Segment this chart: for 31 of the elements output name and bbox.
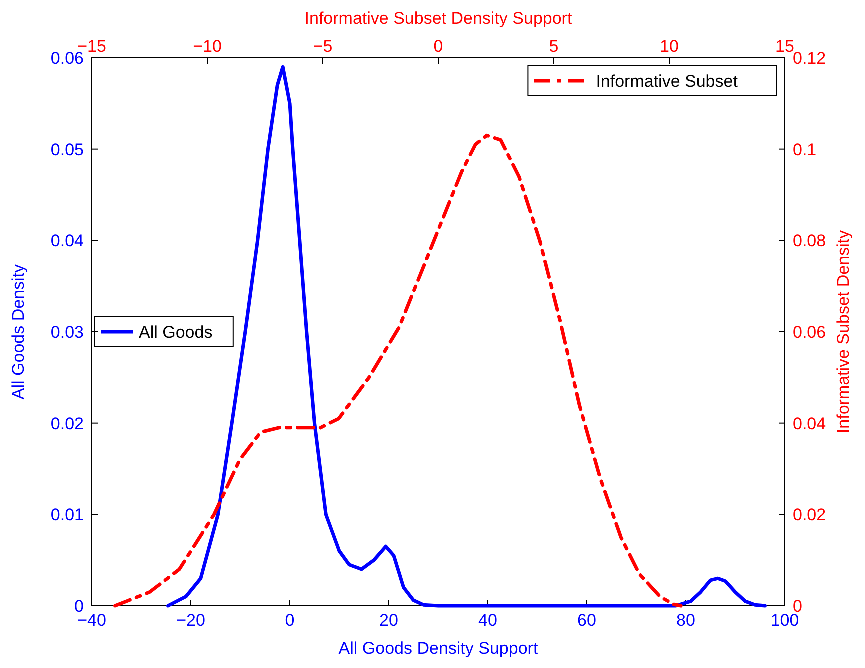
y2-axis-title: Informative Subset Density bbox=[834, 230, 853, 434]
line-series bbox=[114, 134, 683, 608]
legend-label: All Goods bbox=[139, 323, 213, 342]
x2-tick-label: 15 bbox=[776, 37, 794, 56]
x-tick-label: 0 bbox=[285, 611, 295, 630]
y2-tick-label: 0.04 bbox=[793, 414, 826, 434]
y2-tick-label: 0.06 bbox=[793, 323, 826, 342]
x-tick-label: −20 bbox=[176, 611, 206, 630]
x2-tick-label: 10 bbox=[660, 37, 679, 56]
x2-tick-label: 5 bbox=[549, 37, 559, 56]
y2-tick-label: 0.02 bbox=[793, 506, 826, 525]
legend-label: Informative Subset bbox=[596, 72, 738, 91]
y-axis-title: All Goods Density bbox=[9, 264, 28, 400]
y-tick-label: 0.04 bbox=[50, 232, 84, 251]
y-tick-label: 0.03 bbox=[50, 323, 84, 342]
x-axis-title: All Goods Density Support bbox=[338, 639, 538, 658]
x-tick-label: 60 bbox=[578, 611, 596, 630]
y2-tick-label: 0.1 bbox=[793, 140, 817, 160]
x2-tick-label: −10 bbox=[193, 37, 222, 56]
x2-axis-title: Informative Subset Density Support bbox=[304, 9, 572, 28]
y2-tick-label: 0.08 bbox=[793, 232, 826, 251]
y-tick-label: 0.02 bbox=[50, 414, 84, 434]
y-tick-label: 0.05 bbox=[50, 140, 84, 160]
x-tick-label: 40 bbox=[478, 611, 498, 630]
x2-tick-label: 0 bbox=[434, 37, 444, 56]
x-tick-label: 20 bbox=[380, 611, 398, 630]
x2-tick-label: −5 bbox=[313, 37, 333, 56]
y2-tick-label: 0.12 bbox=[793, 49, 826, 68]
x-tick-label: 80 bbox=[676, 611, 696, 630]
x-tick-label: 100 bbox=[770, 611, 800, 630]
y-tick-label: 0.01 bbox=[50, 506, 84, 525]
